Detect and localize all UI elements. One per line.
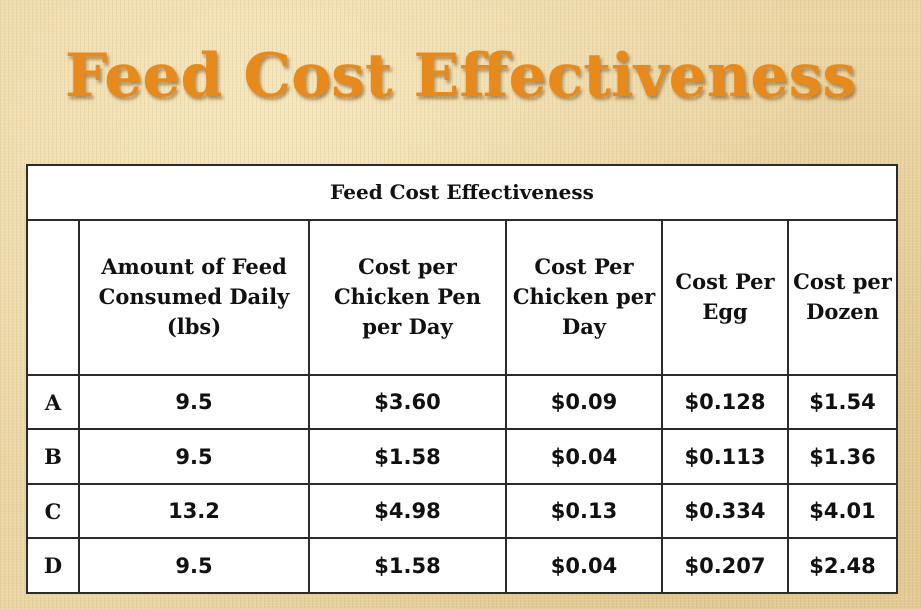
table-cell: $3.60 xyxy=(308,373,507,431)
table-cell: $1.58 xyxy=(308,428,507,485)
table-cell: $0.113 xyxy=(661,428,789,485)
table-cell: 9.5 xyxy=(78,537,310,594)
column-header-amount-of-feed: Amount of Feed Consumed Daily (lbs) xyxy=(78,218,310,376)
table-cell: $0.334 xyxy=(661,482,789,540)
table-cell: $1.36 xyxy=(786,428,899,485)
column-header-cost-per-egg: Cost Per Egg xyxy=(661,218,789,376)
row-label: A xyxy=(26,373,80,431)
table-row: A 9.5 $3.60 $0.09 $0.128 $1.54 xyxy=(26,373,899,431)
slide-title: Feed Cost Effectiveness xyxy=(64,41,857,111)
table-cell: $0.04 xyxy=(505,428,663,485)
table-cell: $1.58 xyxy=(308,537,507,594)
table-cell: $4.98 xyxy=(308,482,507,540)
table-cell: $1.54 xyxy=(786,373,899,431)
table-cell: $0.13 xyxy=(505,482,663,540)
table-row: B 9.5 $1.58 $0.04 $0.113 $1.36 xyxy=(26,428,899,485)
table-cell: $4.01 xyxy=(786,482,899,540)
table-cell: $0.128 xyxy=(661,373,789,431)
table-caption: Feed Cost Effectiveness xyxy=(25,164,899,221)
table-cell: 9.5 xyxy=(78,428,310,485)
table-cell: 13.2 xyxy=(78,482,310,540)
column-header-cost-per-dozen: Cost per Dozen xyxy=(786,218,899,376)
table-cell: $0.04 xyxy=(505,537,663,594)
table-row: C 13.2 $4.98 $0.13 $0.334 $4.01 xyxy=(26,482,899,540)
table-cell: $0.207 xyxy=(661,537,789,594)
row-label: C xyxy=(26,482,80,540)
column-header-blank xyxy=(26,218,80,376)
row-label: D xyxy=(26,537,80,594)
table-cell: $0.09 xyxy=(505,373,663,431)
feed-cost-table: Feed Cost Effectiveness Amount of Feed C… xyxy=(25,164,899,594)
table-cell: 9.5 xyxy=(78,373,310,431)
table-row: D 9.5 $1.58 $0.04 $0.207 $2.48 xyxy=(26,537,899,594)
table-cell: $2.48 xyxy=(786,537,899,594)
row-label: B xyxy=(26,428,80,485)
column-header-cost-per-pen: Cost per Chicken Pen per Day xyxy=(308,218,507,376)
column-header-cost-per-chicken: Cost Per Chicken per Day xyxy=(505,218,663,376)
